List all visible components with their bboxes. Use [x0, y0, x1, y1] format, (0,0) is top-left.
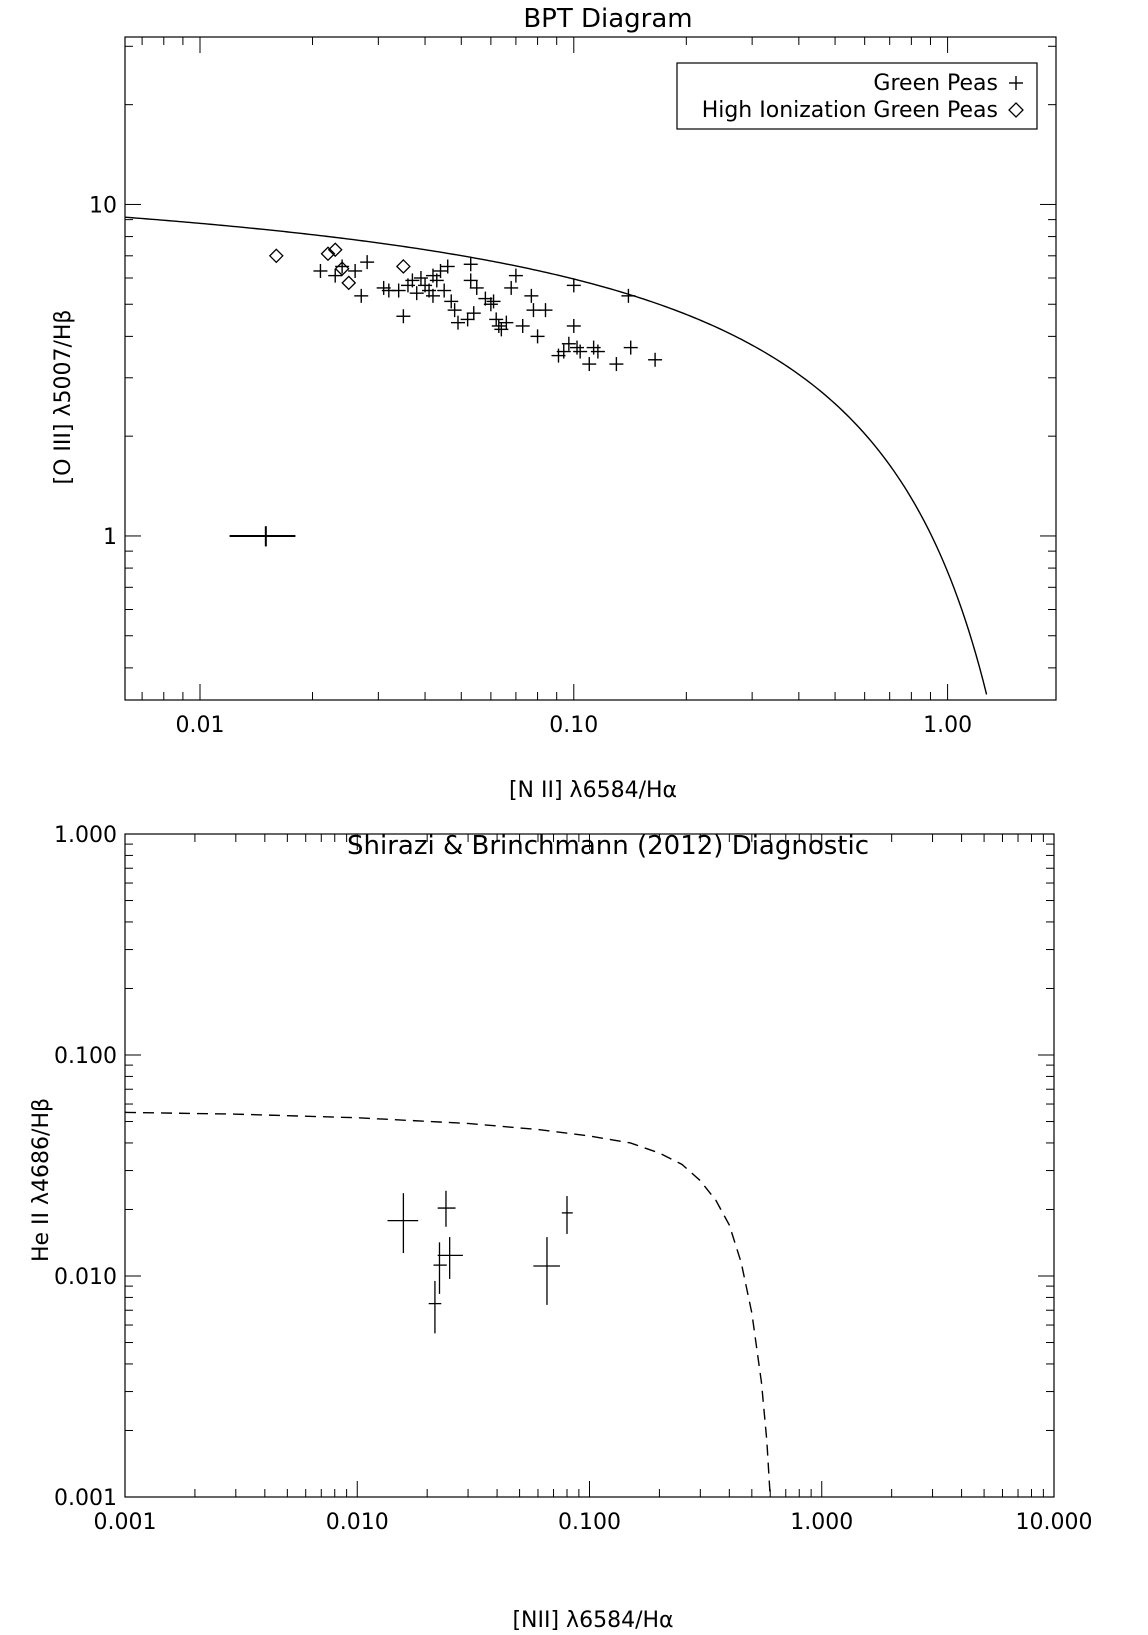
y-tick-label: 0.100 [54, 1044, 117, 1069]
green-pea-point [405, 273, 420, 288]
green-pea-point [504, 280, 519, 295]
plot-frame [124, 833, 1055, 1498]
green-pea-point [447, 303, 462, 318]
green-pea-point [413, 271, 428, 286]
bpt-y-axis-label: [O III] λ5007/Hβ [51, 310, 76, 485]
y-tick-label: 0.001 [54, 1486, 117, 1511]
high-ionization-point [334, 261, 350, 277]
y-tick-label: 1 [103, 525, 117, 550]
green-pea-point [466, 306, 481, 321]
error-bar-point [428, 1280, 442, 1334]
green-pea-point [483, 297, 498, 312]
high-ionization-point [341, 275, 357, 291]
green-pea-point [621, 288, 636, 303]
error-bar-point [229, 526, 296, 547]
high-ionization-point [395, 259, 411, 274]
y-tick-label: 10 [89, 193, 117, 218]
shirazi-panel: Shirazi & Brinchmann (2012) Diagnostic [… [29, 823, 1092, 1633]
green-pea-point [463, 273, 478, 288]
green-pea-point [530, 329, 545, 344]
x-tick-label: 0.001 [94, 1510, 157, 1535]
green-pea-point [437, 283, 452, 298]
green-pea-point [524, 288, 539, 303]
high-ionization-point [268, 248, 284, 264]
bpt-panel: BPT Diagram [N II] λ6584/Hα [O III] λ500… [51, 4, 1057, 803]
y-tick-label: 1.000 [54, 823, 117, 848]
error-bar-point [387, 1193, 419, 1254]
shirazi-x-axis-label: [NII] λ6584/Hα [512, 1608, 673, 1633]
green-pea-point [463, 257, 478, 272]
error-bar-point [533, 1237, 560, 1305]
shirazi-y-axis-label: He II λ4686/Hβ [29, 1098, 54, 1262]
green-pea-point [491, 318, 506, 333]
high-ionization-point [327, 242, 343, 258]
green-pea-point [450, 315, 465, 330]
x-tick-label: 1.000 [790, 1510, 853, 1535]
green-pea-point [440, 259, 455, 274]
green-pea-point [433, 263, 448, 278]
green-pea-point [570, 340, 585, 355]
x-tick-label: 10.000 [1016, 1510, 1093, 1535]
green-pea-point [348, 263, 363, 278]
green-pea-point [508, 268, 523, 283]
x-tick-label: 0.100 [558, 1510, 621, 1535]
shirazi-title: Shirazi & Brinchmann (2012) Diagnostic [347, 831, 869, 861]
green-pea-point [391, 283, 406, 298]
error-bar-point [433, 1242, 447, 1294]
high-ionization-point [320, 246, 336, 262]
green-pea-point [582, 357, 597, 372]
green-pea-point [515, 318, 530, 333]
green-pea-point [396, 309, 411, 324]
green-pea-point [566, 278, 581, 293]
green-pea-point [460, 312, 475, 327]
green-pea-point [499, 315, 514, 330]
green-pea-point [590, 344, 605, 359]
demarcation-curve [124, 216, 988, 695]
green-pea-point [561, 336, 576, 351]
legend-box [676, 62, 1038, 130]
x-tick-label: 1.00 [923, 713, 972, 738]
green-pea-point [486, 294, 501, 309]
green-pea-point [429, 273, 444, 288]
bpt-x-axis-label: [N II] λ6584/Hα [509, 778, 677, 803]
x-tick-label: 0.10 [549, 713, 598, 738]
green-pea-point [566, 318, 581, 333]
green-pea-point [425, 288, 440, 303]
error-bar-point [437, 1237, 463, 1279]
legend-label: High Ionization Green Peas [702, 98, 998, 123]
y-tick-label: 0.010 [54, 1265, 117, 1290]
green-pea-point [444, 294, 459, 309]
bpt-title: BPT Diagram [523, 4, 692, 34]
error-bar-point [437, 1190, 456, 1227]
green-pea-point [313, 263, 328, 278]
green-pea-point [526, 303, 541, 318]
green-pea-point [354, 288, 369, 303]
green-pea-point [623, 340, 638, 355]
x-tick-label: 0.010 [326, 1510, 389, 1535]
green-pea-point [648, 352, 663, 367]
green-pea-point [556, 344, 571, 359]
green-pea-point [609, 357, 624, 372]
diagnostic-curve-dashed [124, 1111, 771, 1498]
error-bar-point [561, 1196, 573, 1234]
x-tick-label: 0.01 [176, 713, 225, 738]
green-pea-point [538, 303, 553, 318]
green-pea-point [489, 312, 504, 327]
green-pea-point [478, 291, 493, 306]
legend-marker-diamond [1008, 102, 1024, 118]
green-pea-point [409, 286, 424, 301]
green-pea-point [360, 255, 375, 270]
plot-frame [124, 36, 1057, 701]
green-pea-point [328, 268, 343, 283]
green-pea-point [573, 344, 588, 359]
legend-label: Green Peas [873, 71, 998, 96]
green-pea-point [469, 280, 484, 295]
